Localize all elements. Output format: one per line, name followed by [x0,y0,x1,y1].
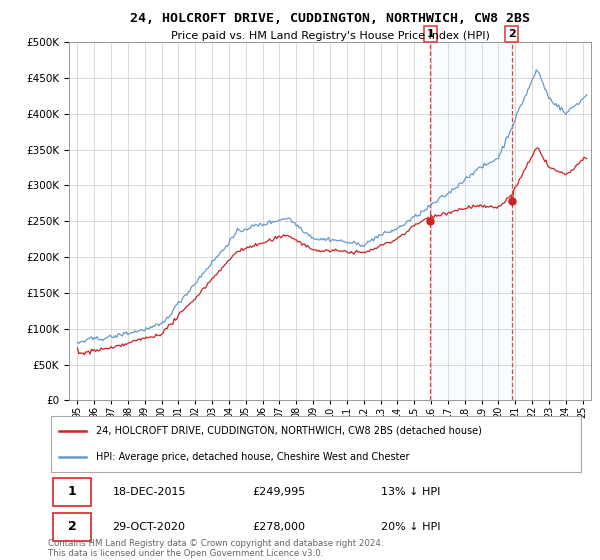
FancyBboxPatch shape [50,416,581,472]
Text: 2: 2 [68,520,77,533]
FancyBboxPatch shape [53,478,91,506]
Text: 18-DEC-2015: 18-DEC-2015 [112,487,186,497]
Text: 24, HOLCROFT DRIVE, CUDDINGTON, NORTHWICH, CW8 2BS (detached house): 24, HOLCROFT DRIVE, CUDDINGTON, NORTHWIC… [97,426,482,436]
Text: Price paid vs. HM Land Registry's House Price Index (HPI): Price paid vs. HM Land Registry's House … [170,31,490,41]
Text: £249,995: £249,995 [252,487,305,497]
Text: 1: 1 [427,29,434,39]
Text: Contains HM Land Registry data © Crown copyright and database right 2024.
This d: Contains HM Land Registry data © Crown c… [48,539,383,558]
Text: HPI: Average price, detached house, Cheshire West and Chester: HPI: Average price, detached house, Ches… [97,452,410,462]
Text: 24, HOLCROFT DRIVE, CUDDINGTON, NORTHWICH, CW8 2BS: 24, HOLCROFT DRIVE, CUDDINGTON, NORTHWIC… [130,12,530,25]
Bar [430,42,512,400]
Text: 29-OCT-2020: 29-OCT-2020 [112,522,185,532]
FancyBboxPatch shape [53,513,91,541]
Text: £278,000: £278,000 [252,522,305,532]
Text: 2: 2 [508,29,515,39]
Text: 1: 1 [68,486,77,498]
Text: 13% ↓ HPI: 13% ↓ HPI [381,487,440,497]
Text: 20% ↓ HPI: 20% ↓ HPI [381,522,440,532]
